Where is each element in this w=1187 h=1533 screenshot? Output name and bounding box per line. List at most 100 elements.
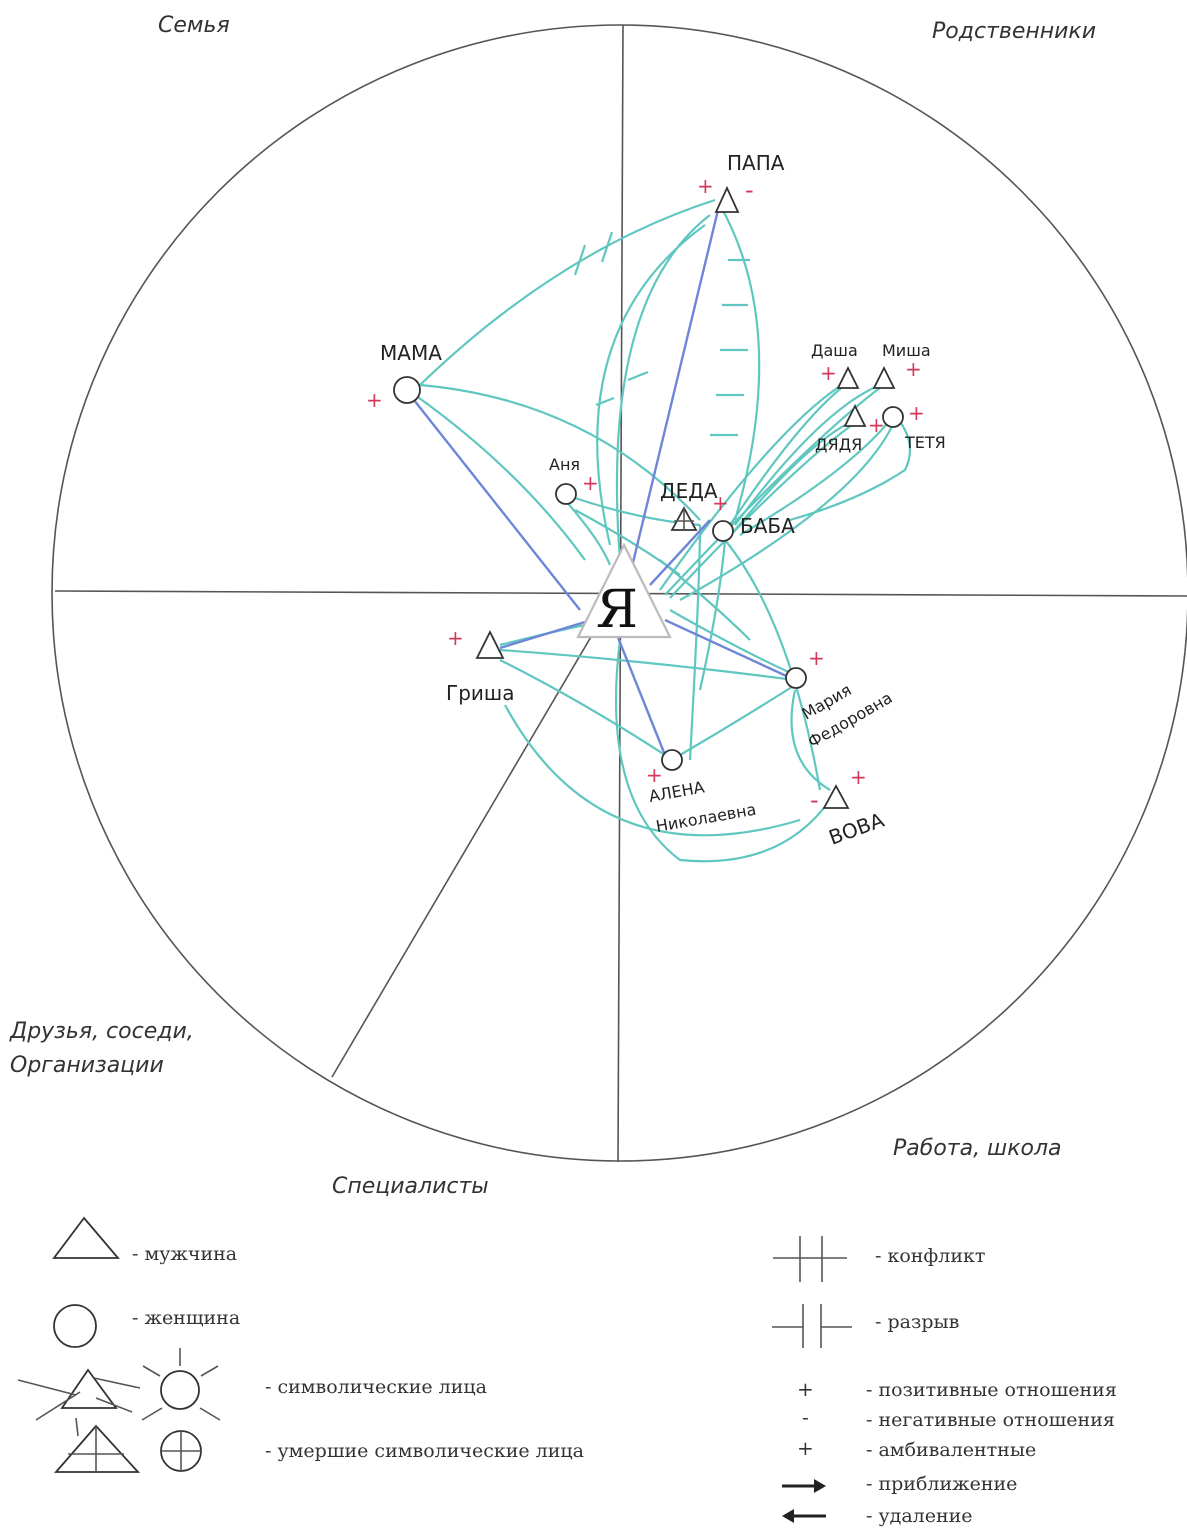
conflict-ticks xyxy=(573,231,750,437)
papa-minus-mark: - xyxy=(745,176,754,204)
arrow-baba-ego xyxy=(649,519,711,586)
legend-negative-sign: - xyxy=(802,1405,809,1429)
edge-baba-tetya xyxy=(739,419,891,536)
vova-male-icon xyxy=(822,784,850,809)
grisha-label: Гриша xyxy=(446,681,514,705)
edge-ego-dasha xyxy=(659,379,851,591)
edge-grisha-alena xyxy=(499,659,666,756)
legend-distance-text: - удаление xyxy=(866,1505,973,1527)
edge-mama-ego xyxy=(414,394,586,561)
edge-deda-ego xyxy=(659,559,751,641)
edge-ego-tetya xyxy=(679,419,897,601)
dasha-plus-mark: + xyxy=(820,361,837,385)
legend-distance-arrow-icon xyxy=(782,1509,826,1523)
edge-tetya-loop xyxy=(789,409,912,522)
edge-ego-vova xyxy=(614,639,831,863)
baba-plus-mark: + xyxy=(712,491,729,515)
maria-plus-mark: + xyxy=(808,646,825,670)
misha-plus-mark: + xyxy=(905,357,922,381)
vova-minus-mark: - xyxy=(810,786,819,814)
approach-arrows xyxy=(409,209,796,756)
arrow-mama-ego xyxy=(409,394,581,611)
edge-deda-alena xyxy=(688,524,702,761)
legend-approach-arrow-icon xyxy=(782,1479,826,1493)
alena-plus-mark: + xyxy=(646,763,663,787)
edge-ego-misha xyxy=(664,381,889,596)
alena-female-icon xyxy=(661,749,683,771)
misha-label: Миша xyxy=(882,341,931,360)
mama-label: МАМА xyxy=(380,341,442,365)
dyadya-plus-mark: + xyxy=(868,413,885,437)
grisha-plus-mark: + xyxy=(447,626,464,650)
arrow-grisha-ego xyxy=(499,620,586,650)
sector-work-school-label: Работа, школа xyxy=(893,1136,1061,1161)
edge-grisha-vova xyxy=(504,704,801,837)
legend-symbolic-female-icon xyxy=(141,1348,221,1421)
legend-rupture-text: - разрыв xyxy=(875,1311,959,1333)
papa-label: ПАПА xyxy=(727,151,785,175)
ecomap-outer-circle xyxy=(51,24,1187,1162)
edge-anya-ego xyxy=(564,499,612,566)
dyadya-label: ДЯДЯ xyxy=(815,435,862,454)
sector-specialists-label: Специалисты xyxy=(332,1174,489,1199)
sector-relatives-label: Родственники xyxy=(932,19,1096,44)
legend-dead-symbolic-text: - умершие символические лица xyxy=(265,1440,584,1462)
legend-ambivalent-text: - амбивалентные xyxy=(866,1439,1036,1461)
relationship-lines xyxy=(414,198,912,863)
legend-dead-male-icon xyxy=(54,1417,141,1473)
tetya-label: ТЕТЯ xyxy=(904,433,946,452)
legend-female-text: - женщина xyxy=(132,1307,240,1329)
anya-female-icon xyxy=(555,483,577,505)
sector-friends-label-2: Организации xyxy=(10,1053,164,1078)
arrow-papa-ego xyxy=(628,209,720,576)
edge-papa-anya xyxy=(596,224,706,546)
anya-label: Аня xyxy=(549,455,580,474)
legend: - мужчина - женщина - символические лица xyxy=(17,1216,1117,1527)
papa-plus-mark: + xyxy=(697,174,714,198)
alena-label-2: Николаевна xyxy=(654,800,757,836)
edge-grisha-maria xyxy=(499,648,796,682)
dasha-label: Даша xyxy=(811,341,858,360)
legend-positive-sign: + xyxy=(797,1377,814,1401)
edge-ego-maria xyxy=(669,609,796,677)
legend-male-icon xyxy=(52,1216,120,1259)
edge-papa-ego xyxy=(615,214,711,561)
legend-conflict-text: - конфликт xyxy=(875,1245,985,1267)
sector-family-label: Семья xyxy=(158,13,230,38)
mama-plus-mark: + xyxy=(366,388,383,412)
baba-female-icon xyxy=(712,520,734,542)
legend-male-text: - мужчина xyxy=(132,1243,237,1265)
legend-positive-text: - позитивные отношения xyxy=(866,1379,1117,1401)
maria-female-icon xyxy=(785,667,807,689)
edge-baba-vova xyxy=(724,539,822,791)
legend-approach-text: - приближение xyxy=(866,1473,1017,1495)
edge-alena-maria xyxy=(679,684,796,756)
edge-mama-deda xyxy=(419,383,701,521)
grisha-male-icon xyxy=(475,629,505,659)
edge-maria-vova xyxy=(790,689,831,791)
legend-ambivalent-sign: + xyxy=(797,1436,814,1460)
legend-negative-text: - негативные отношения xyxy=(866,1409,1115,1431)
sector-friends-label-1: Друзья, соседи, xyxy=(9,1019,194,1044)
ego-triangle-icon xyxy=(576,542,672,639)
arrow-maria-ego xyxy=(664,618,796,682)
diagonal-divider xyxy=(331,629,596,1078)
legend-conflict-icon xyxy=(773,1236,847,1282)
legend-symbolic-male-icon xyxy=(17,1368,141,1421)
papa-male-icon xyxy=(714,185,740,213)
edge-baba-dasha xyxy=(729,384,846,526)
edge-papa-baba xyxy=(719,204,761,521)
edge-baba-misha xyxy=(734,383,881,526)
ego-label: Я xyxy=(596,580,638,640)
relation-marks: + - + + + + + + + + + + - + xyxy=(366,174,925,814)
legend-symbolic-text: - символические лица xyxy=(265,1376,487,1398)
edge-mama-papa xyxy=(419,198,716,386)
legend-dead-female-icon xyxy=(160,1430,202,1472)
legend-rupture-icon xyxy=(772,1304,852,1348)
dyadya-male-icon xyxy=(843,403,867,427)
legend-female-icon xyxy=(53,1304,97,1348)
dasha-female-icon xyxy=(836,365,860,389)
misha-male-icon xyxy=(872,365,896,389)
